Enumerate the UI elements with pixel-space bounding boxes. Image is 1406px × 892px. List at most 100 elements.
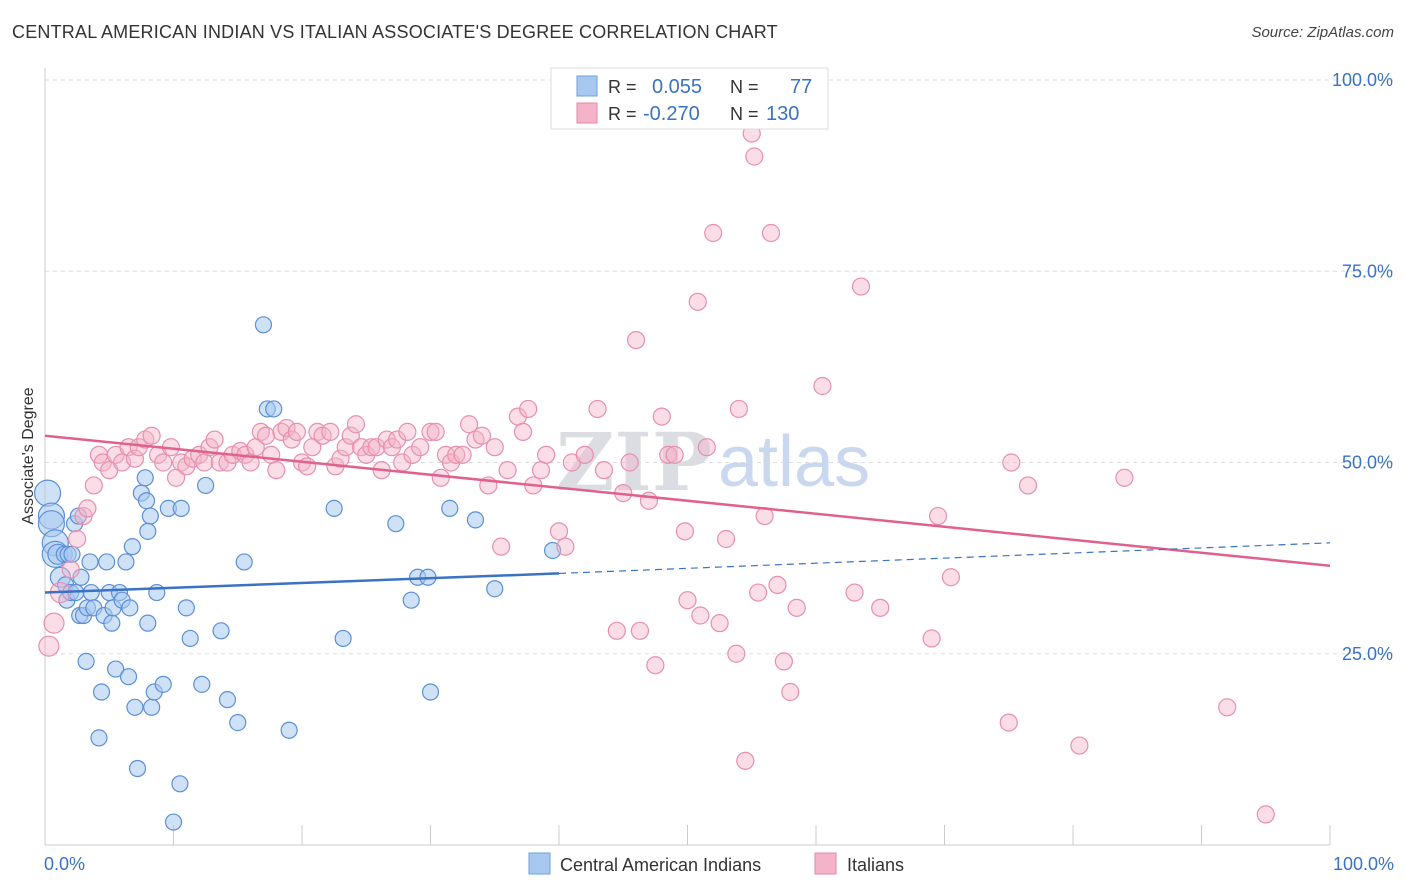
point-central-american-indians [107, 660, 125, 678]
point-italians [287, 422, 306, 441]
point-italians [398, 422, 417, 441]
point-central-american-indians [387, 515, 405, 533]
point-italians [195, 453, 214, 472]
bottom-legend-swatch-pink [814, 852, 837, 875]
point-italians [387, 430, 407, 449]
point-italians [498, 461, 517, 480]
point-italians [749, 583, 768, 602]
point-italians [1256, 805, 1275, 824]
point-central-american-indians [177, 599, 195, 617]
chart-title: CENTRAL AMERICAN INDIAN VS ITALIAN ASSOC… [12, 22, 778, 42]
y-axis-title: Associate's Degree [20, 387, 37, 524]
point-italians [727, 644, 746, 663]
point-central-american-indians [92, 683, 111, 701]
point-central-american-indians [98, 553, 116, 571]
point-italians [761, 223, 781, 243]
point-italians [652, 407, 671, 426]
bottom-legend-swatch-blue [528, 852, 551, 875]
point-italians [262, 445, 281, 464]
point-central-american-indians [81, 553, 99, 571]
point-central-american-indians [139, 522, 157, 540]
point-central-american-indians [265, 400, 283, 418]
point-central-american-indians [141, 507, 159, 525]
point-central-american-indians [123, 538, 141, 556]
point-italians [941, 568, 961, 587]
point-italians [142, 426, 161, 445]
point-central-american-indians [154, 675, 172, 693]
point-italians [588, 399, 607, 419]
x-tick-label-max: 100.0% [1333, 854, 1394, 874]
point-italians [321, 422, 340, 441]
point-italians [626, 331, 646, 350]
point-central-american-indians [33, 479, 62, 507]
point-italians [492, 537, 511, 556]
point-central-american-indians [334, 629, 352, 648]
axes [44, 68, 1331, 846]
point-italians [607, 621, 626, 640]
point-italians [774, 652, 793, 671]
point-central-american-indians [229, 713, 247, 732]
point-italians [298, 457, 317, 476]
correlation-legend: R = 0.055 N = 77 R = -0.270 N = 130 [550, 67, 829, 130]
point-central-american-indians [139, 614, 157, 632]
point-central-american-indians [172, 499, 190, 517]
point-italians [549, 522, 569, 541]
point-italians [256, 426, 276, 445]
point-italians [697, 438, 716, 457]
legend-n-label-blue: N = [730, 77, 759, 97]
point-italians [277, 418, 296, 438]
point-central-american-indians [325, 499, 343, 517]
point-central-american-indians [441, 499, 459, 517]
point-italians [519, 399, 538, 419]
source-credit: Source: ZipAtlas.com [1251, 24, 1394, 41]
point-italians [346, 415, 366, 434]
legend-n-value-blue: 77 [790, 76, 812, 98]
point-italians [367, 438, 386, 457]
point-italians [125, 449, 145, 468]
legend-swatch-pink [576, 102, 598, 124]
y-tick-labels: 25.0% 50.0% 75.0% 100.0% [1332, 70, 1393, 664]
point-central-american-indians [137, 492, 156, 510]
point-central-american-indians [90, 729, 108, 747]
point-italians [537, 445, 556, 464]
point-italians [620, 453, 639, 472]
point-italians [78, 499, 97, 518]
point-italians [630, 621, 650, 640]
point-italians [704, 223, 723, 243]
y-tick-label-75: 75.0% [1342, 261, 1393, 281]
trend-lines [44, 434, 1331, 594]
point-italians [485, 438, 504, 457]
point-italians [871, 598, 890, 617]
point-central-american-indians [197, 476, 215, 495]
point-italians [205, 430, 224, 449]
point-italians [1218, 698, 1237, 717]
point-central-american-indians [402, 591, 420, 609]
point-italians [787, 598, 806, 617]
legend-r-label-pink: R = [608, 104, 637, 124]
point-italians [556, 537, 575, 556]
point-italians [84, 476, 103, 495]
point-central-american-indians [235, 553, 253, 571]
trend-line-italians [44, 434, 1331, 568]
point-italians [154, 453, 173, 472]
point-italians [43, 612, 65, 634]
point-central-american-indians [119, 668, 138, 686]
point-central-american-indians [218, 691, 237, 709]
point-central-american-indians [63, 545, 81, 563]
y-tick-label-25: 25.0% [1342, 644, 1393, 664]
point-italians [729, 399, 749, 419]
point-italians [922, 629, 941, 648]
point-italians [691, 606, 710, 625]
point-italians [851, 277, 871, 296]
point-italians [403, 445, 422, 464]
point-italians [331, 449, 350, 468]
point-italians [362, 438, 381, 457]
point-italians [710, 614, 729, 633]
point-italians [38, 635, 60, 657]
point-italians [813, 376, 832, 396]
trend-line-central-american-indians [44, 572, 560, 594]
point-italians [513, 422, 533, 441]
point-italians [928, 506, 948, 526]
legend-r-value-pink: -0.270 [643, 103, 700, 125]
